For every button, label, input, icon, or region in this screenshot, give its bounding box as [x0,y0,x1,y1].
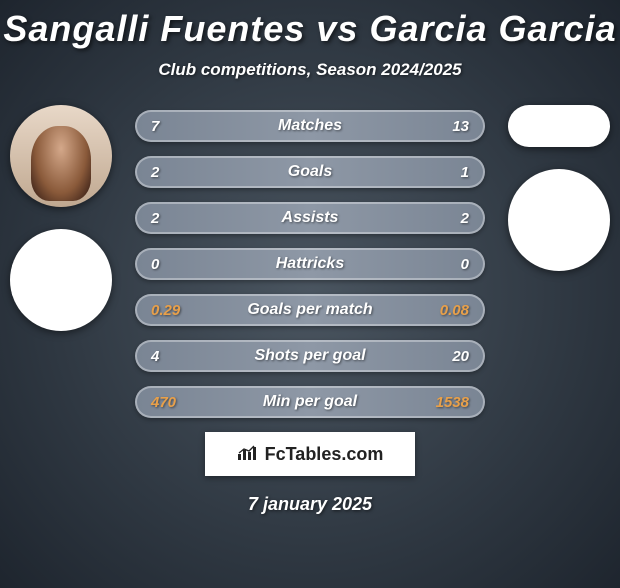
stat-left-value: 2 [151,164,201,181]
stat-right-value: 2 [419,210,469,227]
stat-label: Matches [278,117,342,135]
stat-row: 470 Min per goal 1538 [135,386,485,418]
left-column: REAL RACING CLUB [10,105,112,353]
stat-right-value: 1 [419,164,469,181]
stat-right-value: 20 [419,348,469,365]
stat-left-value: 470 [151,394,201,411]
player-left-avatar [10,105,112,207]
stat-right-value: 0.08 [419,302,469,319]
stat-row: 0 Hattricks 0 [135,248,485,280]
stat-label: Goals [288,163,332,181]
stat-row: 7 Matches 13 [135,110,485,142]
club-left-logo: REAL RACING CLUB [10,229,112,331]
stat-label: Hattricks [276,255,344,273]
stat-row: 4 Shots per goal 20 [135,340,485,372]
stat-left-value: 7 [151,118,201,135]
stat-row: 2 Goals 1 [135,156,485,188]
comparison-content: REAL RACING CLUB 7 Matches 13 2 Goals 1 … [0,110,620,515]
chart-icon [237,444,259,465]
stat-left-value: 0.29 [151,302,201,319]
page-title: Sangalli Fuentes vs Garcia Garcia [0,8,620,50]
stat-label: Shots per goal [254,347,365,365]
footer-date: 7 january 2025 [0,494,620,515]
stat-label: Assists [282,209,339,227]
stat-right-value: 0 [419,256,469,273]
stat-right-value: 13 [419,118,469,135]
stat-row: 0.29 Goals per match 0.08 [135,294,485,326]
stat-right-value: 1538 [419,394,469,411]
stat-left-value: 2 [151,210,201,227]
club-right-logo [508,169,610,271]
club-left-badge: REAL RACING CLUB [10,253,112,307]
brand-badge: FcTables.com [205,432,415,476]
subtitle: Club competitions, Season 2024/2025 [0,60,620,80]
brand-label: FcTables.com [265,444,384,465]
stats-list: 7 Matches 13 2 Goals 1 2 Assists 2 0 Hat… [135,110,485,418]
stat-label: Goals per match [247,301,372,319]
player-right-avatar [508,105,610,147]
stat-row: 2 Assists 2 [135,202,485,234]
stat-left-value: 4 [151,348,201,365]
right-column [508,105,610,293]
stat-left-value: 0 [151,256,201,273]
stat-label: Min per goal [263,393,357,411]
